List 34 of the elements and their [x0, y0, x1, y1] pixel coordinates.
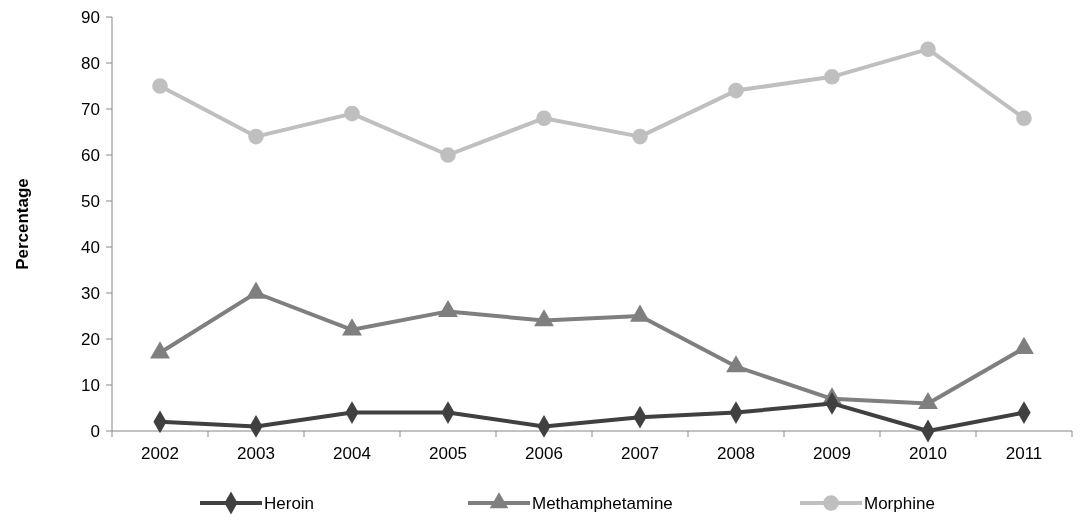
legend-label: Morphine	[864, 493, 935, 513]
y-tick-label: 10	[81, 375, 100, 395]
point	[920, 41, 936, 57]
point	[440, 147, 456, 163]
y-tick-label: 90	[81, 7, 100, 27]
x-tick-label: 2003	[237, 444, 275, 463]
point	[1016, 110, 1032, 126]
point	[632, 128, 648, 145]
point	[536, 110, 552, 126]
y-tick-label: 60	[81, 145, 100, 165]
point	[344, 105, 360, 122]
y-tick-label: 50	[81, 191, 100, 211]
x-tick-label: 2009	[813, 444, 851, 463]
x-tick-label: 2004	[333, 444, 371, 463]
y-tick-label: 80	[81, 53, 100, 73]
legend-label: Methamphetamine	[532, 493, 673, 513]
x-tick-label: 2010	[909, 444, 947, 463]
y-tick-label: 0	[90, 421, 100, 441]
x-tick-label: 2008	[717, 444, 755, 463]
y-axis-title: Percentage	[13, 178, 32, 270]
x-tick-label: 2011	[1005, 444, 1043, 463]
x-tick-label: 2002	[141, 444, 179, 463]
x-tick-label: 2007	[621, 444, 659, 463]
y-tick-label: 40	[81, 237, 100, 257]
point	[824, 69, 840, 85]
y-tick-label: 70	[81, 99, 100, 119]
y-tick-label: 30	[81, 283, 100, 303]
x-tick-label: 2006	[525, 444, 563, 463]
y-tick-label: 20	[81, 329, 100, 349]
legend-label: Heroin	[264, 493, 315, 513]
point	[152, 78, 168, 94]
point	[248, 128, 264, 145]
point	[728, 82, 744, 99]
x-tick-label: 2005	[429, 444, 467, 463]
